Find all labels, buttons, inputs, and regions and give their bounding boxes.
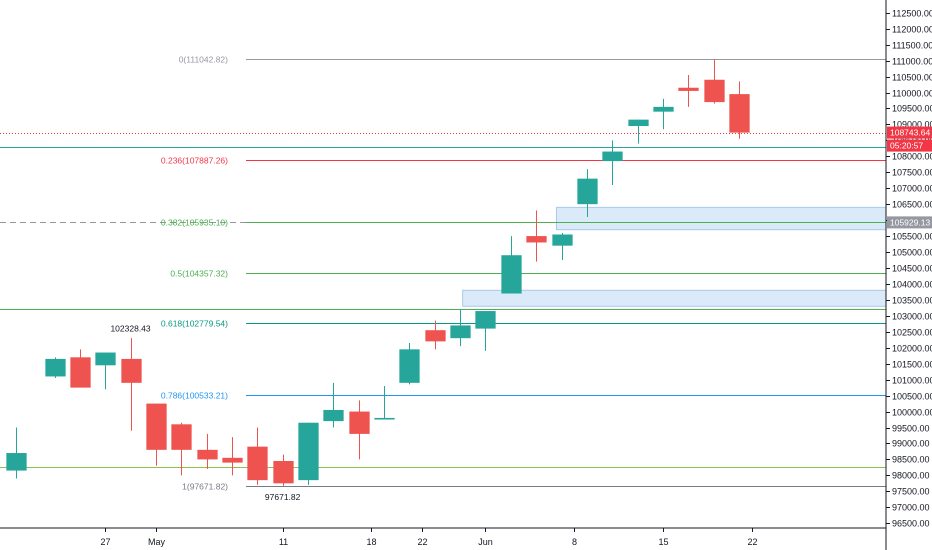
candle-body-up[interactable] (399, 349, 420, 383)
price-axis-label: 101500.00 (892, 360, 932, 370)
candle-body-up[interactable] (602, 151, 623, 162)
candle-body-up[interactable] (6, 453, 27, 471)
price-axis-label: 103000.00 (892, 312, 932, 322)
price-axis-label: 104500.00 (892, 264, 932, 274)
fib-level-label: 0.236(107887.26) (161, 156, 228, 166)
candle-body-down[interactable] (349, 411, 370, 434)
time-axis-label: 22 (747, 537, 757, 547)
fib-level-label: 0.618(102779.54) (161, 319, 228, 329)
price-axis-label: 99000.00 (892, 439, 930, 449)
fib-level-label: 0(111042.82) (179, 55, 228, 65)
price-axis-label: 101000.00 (892, 376, 932, 386)
price-tags-layer: 108743.64 05:20:57 105929.13 (887, 126, 932, 229)
candle-body-up[interactable] (475, 311, 496, 329)
price-axis-label: 108000.00 (892, 152, 932, 162)
candle-body-up[interactable] (323, 409, 344, 422)
candle-body-down[interactable] (70, 357, 91, 388)
candle-body-down[interactable] (704, 79, 725, 103)
time-axis-label: May (148, 537, 166, 547)
price-tag (887, 139, 932, 152)
price-axis-label: 97500.00 (892, 487, 930, 497)
fib-level-label: 0.5(104357.32) (170, 269, 228, 279)
time-axis-label: 8 (572, 537, 577, 547)
price-axis-label: 98000.00 (892, 471, 930, 481)
time-axis-label: 22 (417, 537, 427, 547)
candle-body-down[interactable] (171, 424, 192, 450)
annotations-layer: 102328.43 97671.82 (110, 323, 300, 502)
price-axis-label: 112500.00 (892, 9, 932, 19)
price-tag-label: 108743.64 (890, 128, 930, 138)
candle-body-up[interactable] (45, 358, 66, 377)
price-axis-label: 98500.00 (892, 455, 930, 465)
price-axis-label: 102500.00 (892, 328, 932, 338)
price-axis-label: 105000.00 (892, 248, 932, 258)
candle-body-down[interactable] (146, 403, 167, 450)
candle-body-up[interactable] (450, 325, 471, 339)
fibonacci-retracement-layer: 0(111042.82) 0.236(107887.26) 0.382(105935… (161, 55, 886, 492)
price-tag (887, 216, 932, 229)
price-annotation: 97671.82 (265, 492, 301, 502)
fib-level-label: 0.786(100533.21) (161, 391, 228, 401)
time-axis-label: 11 (279, 537, 288, 547)
price-annotation: 102328.43 (110, 323, 150, 333)
price-axis-label: 109000.00 (892, 120, 932, 130)
price-axis-label: 107000.00 (892, 184, 932, 194)
price-axis-label: 97000.00 (892, 503, 930, 513)
price-axis-label: 109500.00 (892, 104, 932, 114)
candle-body-up[interactable] (298, 422, 319, 481)
price-axis-label: 112000.00 (892, 25, 932, 35)
price-axis-label: 110500.00 (892, 73, 932, 83)
price-axis-label: 107500.00 (892, 168, 932, 178)
candle-body-up[interactable] (577, 178, 598, 205)
candle-body-down[interactable] (526, 236, 547, 243)
price-axis-label: 102000.00 (892, 344, 932, 354)
time-axis-label: 18 (366, 537, 376, 547)
price-axis-label: 96500.00 (892, 519, 930, 529)
price-axis-label: 105500.00 (892, 232, 932, 242)
candle-body-down[interactable] (729, 94, 750, 133)
price-tag-label: 105929.13 (890, 217, 930, 227)
candle-body-down[interactable] (273, 461, 294, 484)
candle-body-down[interactable] (121, 358, 142, 383)
candle-body-down[interactable] (678, 87, 699, 91)
price-axis-label: 103500.00 (892, 296, 932, 306)
candles-layer (6, 59, 750, 486)
time-axis-label: Jun (478, 537, 493, 547)
candle-body-down[interactable] (197, 449, 218, 460)
candle-body-up[interactable] (653, 106, 674, 112)
candle-body-up[interactable] (628, 119, 649, 127)
price-axis-label: 111000.00 (892, 57, 932, 67)
candle-body-up[interactable] (552, 234, 573, 246)
fib-level-label: 0.382(105935.10) (161, 218, 228, 228)
candle-body-down[interactable] (222, 457, 243, 463)
candle-body-up[interactable] (501, 255, 522, 294)
candle-body-down[interactable] (425, 330, 446, 342)
price-tag-label: 05:20:57 (890, 141, 923, 151)
candle-body-down[interactable] (247, 446, 268, 481)
candle-body-up[interactable] (374, 417, 395, 420)
price-axis-label: 106500.00 (892, 200, 932, 210)
fib-level-label: 1(97671.82) (182, 482, 228, 492)
support-zone[interactable] (555, 206, 887, 231)
price-axis-label: 111500.00 (892, 41, 932, 51)
time-axis[interactable]: 27 May 11 18 22 Jun 8 15 22 (100, 528, 758, 547)
price-tag (887, 126, 932, 139)
price-axis-label: 100000.00 (892, 408, 932, 418)
time-axis-label: 15 (658, 537, 668, 547)
time-axis-label: 27 (100, 537, 110, 547)
price-axis-label: 110000.00 (892, 89, 932, 99)
price-axis-label: 100500.00 (892, 392, 932, 402)
price-axis[interactable]: 96500.00 97000.00 97500.00 98000.00 98500.00… (886, 9, 932, 529)
price-axis-label: 104000.00 (892, 280, 932, 290)
support-zone[interactable] (462, 289, 887, 307)
candle-body-up[interactable] (95, 352, 116, 366)
price-axis-label: 99500.00 (892, 424, 930, 434)
